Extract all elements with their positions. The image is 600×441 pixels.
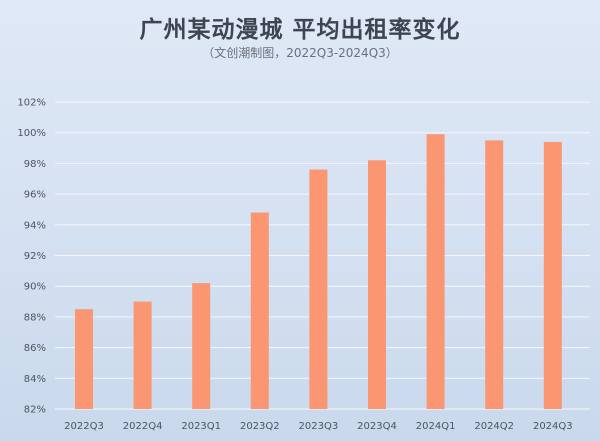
x-tick-label: 2024Q3: [533, 421, 573, 432]
y-tick-label: 96%: [24, 190, 46, 201]
y-tick-label: 100%: [17, 128, 46, 139]
chart-subtitle: （文创潮制图，2022Q3-2024Q3）: [202, 46, 398, 60]
bar-2022Q3: [75, 309, 93, 409]
bar-2024Q1: [426, 134, 445, 410]
y-tick-label: 82%: [24, 405, 46, 416]
y-axis-ticks: 82% 84% 86% 88% 90% 92% 94% 96% 98% 100% 102%: [17, 98, 46, 416]
bar-2022Q4: [133, 301, 152, 409]
y-tick-label: 84%: [24, 374, 46, 385]
bar-2024Q3: [543, 141, 562, 409]
bars: [75, 134, 562, 410]
x-tick-label: 2022Q3: [64, 421, 104, 432]
x-tick-label: 2023Q4: [357, 421, 397, 432]
x-tick-label: 2023Q2: [240, 421, 280, 432]
x-tick-label: 2024Q2: [474, 421, 514, 432]
y-tick-label: 102%: [17, 98, 46, 109]
bar-2023Q4: [368, 160, 386, 409]
y-tick-label: 98%: [24, 159, 46, 170]
x-axis-ticks: 2022Q3 2022Q4 2023Q1 2023Q2 2023Q3 2023Q4 2024…: [64, 421, 572, 432]
x-tick-label: 2023Q3: [299, 421, 339, 432]
bar-2023Q3: [309, 169, 328, 409]
x-tick-label: 2022Q4: [123, 421, 163, 432]
bar-2023Q1: [192, 283, 211, 409]
bar-2023Q2: [250, 212, 269, 409]
y-tick-label: 86%: [24, 343, 46, 354]
chart-title: 广州某动漫城 平均出租率变化: [139, 17, 461, 43]
y-tick-label: 90%: [24, 282, 46, 293]
y-tick-label: 88%: [24, 312, 46, 323]
y-tick-label: 92%: [24, 251, 46, 262]
x-tick-label: 2024Q1: [416, 421, 456, 432]
bar-2024Q2: [485, 140, 504, 409]
x-tick-label: 2023Q1: [181, 421, 221, 432]
y-tick-label: 94%: [24, 220, 46, 231]
